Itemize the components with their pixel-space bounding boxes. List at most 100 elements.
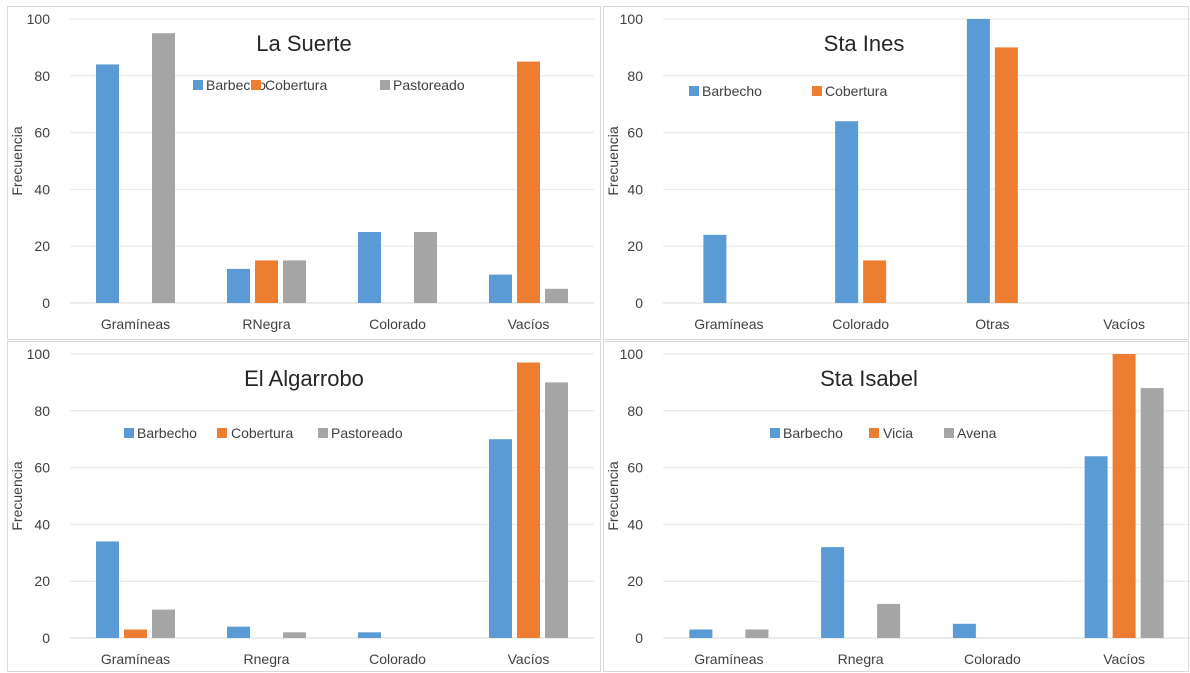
y-tick-label: 20 — [627, 238, 643, 254]
bar-barbecho-colorado — [952, 623, 976, 638]
legend-label-cobertura: Cobertura — [265, 77, 327, 93]
y-tick-label: 60 — [34, 460, 50, 476]
x-tick-label: Vacíos — [508, 651, 550, 667]
legend-swatch-cobertura — [217, 428, 227, 438]
bar-barbecho-vacios — [1084, 456, 1108, 638]
chart-title: Sta Isabel — [820, 366, 918, 391]
chart-title: El Algarrobo — [244, 366, 364, 391]
legend-swatch-avena — [944, 428, 954, 438]
y-tick-label: 100 — [27, 11, 51, 27]
bar-avena-rnegra — [877, 603, 901, 638]
chart-svg: 0 20 40 60 80 100 Frecuencia Gramíneas Rnegra Col… — [9, 346, 594, 667]
bar-barbecho-rnegra — [227, 626, 250, 638]
legend-swatch-pastoreado — [318, 428, 328, 438]
x-tick-label: Otras — [975, 316, 1009, 332]
bar-pastoreado-vacios — [545, 382, 568, 638]
chart-svg: 0 20 40 60 80 100 Frecuencia Gramíneas Colorado O… — [605, 11, 1190, 332]
chart-title: La Suerte — [256, 31, 351, 56]
y-tick-label: 40 — [34, 516, 50, 532]
bar-cobertura-colorado — [863, 260, 887, 303]
x-tick-label: Gramíneas — [101, 651, 170, 667]
legend-swatch-barbecho — [124, 428, 134, 438]
y-tick-label: 0 — [635, 630, 643, 646]
legend-swatch-barbecho — [770, 428, 780, 438]
chart-title: Sta Ines — [824, 31, 905, 56]
x-tick-label: Colorado — [964, 651, 1021, 667]
bar-cobertura-rnegra — [255, 260, 278, 303]
x-tick-label: Vacíos — [508, 316, 550, 332]
x-tick-label: Rnegra — [838, 651, 884, 667]
y-axis-label: Frecuencia — [9, 126, 25, 195]
legend-swatch-vicia — [869, 428, 879, 438]
bar-barbecho-colorado — [358, 632, 381, 638]
chart-panel-la-suerte: 0 20 40 60 80 100 Frecuencia Gramíneas RNegra Col… — [7, 6, 601, 340]
y-axis-label: Frecuencia — [9, 461, 25, 530]
bar-pastoreado-colorado — [414, 232, 437, 303]
bar-barbecho-gramineas — [689, 629, 713, 638]
chart-panel-sta-ines: 0 20 40 60 80 100 Frecuencia Gramíneas Colorado O… — [603, 6, 1190, 340]
x-tick-label: Gramíneas — [694, 316, 763, 332]
bar-pastoreado-gramineas — [152, 33, 175, 303]
x-tick-label: Colorado — [832, 316, 889, 332]
x-tick-label: Rnegra — [244, 651, 290, 667]
x-tick-label: Colorado — [369, 316, 426, 332]
legend-swatch-barbecho — [193, 80, 203, 90]
y-tick-label: 80 — [627, 403, 643, 419]
legend-swatch-cobertura — [251, 80, 261, 90]
bar-barbecho-rnegra — [227, 268, 250, 303]
y-tick-label: 20 — [34, 238, 50, 254]
y-tick-label: 80 — [34, 68, 50, 84]
chart-panel-sta-isabel: 0 20 40 60 80 100 Frecuencia Gramíneas Rnegra Col… — [603, 341, 1190, 672]
chart-svg: 0 20 40 60 80 100 Frecuencia Gramíneas Rnegra Col… — [605, 346, 1190, 667]
bar-barbecho-gramineas — [96, 64, 119, 303]
legend-label-avena: Avena — [957, 425, 997, 441]
bar-cobertura-vacios — [517, 362, 540, 638]
bar-barbecho-rnegra — [821, 547, 845, 638]
chart-svg: 0 20 40 60 80 100 Frecuencia Gramíneas RNegra Col… — [9, 11, 594, 332]
bar-cobertura-vacios — [517, 61, 540, 303]
y-tick-label: 20 — [627, 573, 643, 589]
legend-label-cobertura: Cobertura — [825, 83, 887, 99]
bar-avena-vacios — [1140, 388, 1164, 638]
y-tick-label: 80 — [34, 403, 50, 419]
y-tick-label: 100 — [620, 11, 644, 27]
bar-pastoreado-rnegra — [283, 260, 306, 303]
y-tick-label: 60 — [34, 125, 50, 141]
bar-vicia-vacios — [1112, 354, 1136, 638]
y-tick-label: 80 — [627, 68, 643, 84]
y-tick-label: 20 — [34, 573, 50, 589]
bar-barbecho-colorado — [358, 232, 381, 303]
legend-label-pastoreado: Pastoreado — [393, 77, 465, 93]
y-tick-label: 40 — [34, 181, 50, 197]
legend-label-barbecho: Barbecho — [137, 425, 197, 441]
legend-label-barbecho: Barbecho — [702, 83, 762, 99]
x-tick-label: Vacíos — [1103, 316, 1145, 332]
legend-swatch-barbecho — [689, 86, 699, 96]
bar-barbecho-gramineas — [96, 541, 119, 638]
bar-pastoreado-gramineas — [152, 609, 175, 638]
bar-cobertura-otras — [994, 47, 1018, 304]
x-tick-label: Gramíneas — [694, 651, 763, 667]
legend-label-vicia: Vicia — [883, 425, 913, 441]
legend-swatch-pastoreado — [380, 80, 390, 90]
bar-barbecho-otras — [966, 19, 990, 303]
x-tick-label: Gramíneas — [101, 316, 170, 332]
x-tick-label: RNegra — [242, 316, 290, 332]
y-tick-label: 100 — [27, 346, 51, 362]
bar-pastoreado-rnegra — [283, 632, 306, 638]
legend-swatch-cobertura — [812, 86, 822, 96]
chart-panel-el-algarrobo: 0 20 40 60 80 100 Frecuencia Gramíneas Rnegra Col… — [7, 341, 601, 672]
bar-barbecho-vacios — [489, 439, 512, 638]
bar-avena-gramineas — [745, 629, 769, 638]
y-tick-label: 100 — [620, 346, 644, 362]
y-tick-label: 60 — [627, 125, 643, 141]
legend-label-pastoreado: Pastoreado — [331, 425, 403, 441]
bar-barbecho-colorado — [835, 121, 859, 304]
bar-barbecho-vacios — [489, 274, 512, 303]
bar-barbecho-gramineas — [703, 234, 727, 303]
legend-label-cobertura: Cobertura — [231, 425, 293, 441]
y-tick-label: 0 — [42, 630, 50, 646]
y-tick-label: 0 — [42, 295, 50, 311]
y-tick-label: 40 — [627, 181, 643, 197]
y-tick-label: 60 — [627, 460, 643, 476]
